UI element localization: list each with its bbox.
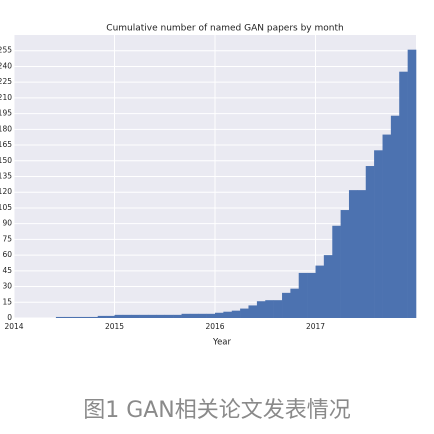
bar xyxy=(256,301,266,318)
bar xyxy=(374,150,383,318)
bar xyxy=(97,315,107,318)
y-tick-label: 60 xyxy=(2,250,12,259)
bar xyxy=(131,314,140,318)
y-tick-label: 105 xyxy=(0,203,12,212)
y-tick-label: 180 xyxy=(0,124,12,133)
y-tick-label: 240 xyxy=(0,61,12,70)
y-tick-label: 75 xyxy=(2,234,12,243)
bar xyxy=(240,308,249,318)
x-axis-label: Year xyxy=(212,338,232,348)
y-tick-label: 15 xyxy=(2,297,12,306)
y-tick-label: 165 xyxy=(0,140,12,149)
bar xyxy=(223,311,233,318)
bar xyxy=(282,292,291,318)
bar xyxy=(382,134,392,318)
y-tick-label: 255 xyxy=(0,46,12,55)
bar xyxy=(64,316,73,318)
bar xyxy=(248,305,258,318)
bar xyxy=(290,288,300,318)
bar xyxy=(122,314,132,318)
bar xyxy=(348,190,358,318)
x-tick-label: 2016 xyxy=(205,322,224,331)
y-tick-label: 30 xyxy=(2,282,12,291)
y-tick-label: 90 xyxy=(2,219,12,228)
bar xyxy=(399,71,408,319)
bar xyxy=(89,316,99,318)
bar xyxy=(298,272,308,318)
bar xyxy=(147,314,157,318)
bar xyxy=(390,115,400,319)
bar xyxy=(106,315,115,318)
bar xyxy=(323,255,333,318)
bar xyxy=(357,190,367,318)
y-tick-label: 45 xyxy=(2,266,12,275)
chart-title: Cumulative number of named GAN papers by… xyxy=(106,24,343,34)
x-tick-label: 2015 xyxy=(105,322,124,331)
y-tick-label: 210 xyxy=(0,93,12,102)
x-tick-label: 2017 xyxy=(306,322,325,331)
bar xyxy=(206,313,216,318)
bar xyxy=(340,210,350,318)
bar xyxy=(81,316,90,318)
y-tick-label: 0 xyxy=(7,313,12,322)
bar xyxy=(114,314,124,318)
bar xyxy=(407,49,417,318)
bar xyxy=(332,225,341,318)
bar xyxy=(231,310,241,318)
y-tick-label: 120 xyxy=(0,187,12,196)
bar xyxy=(181,313,191,318)
y-tick-label: 135 xyxy=(0,172,12,181)
bar xyxy=(315,265,325,318)
bar xyxy=(189,313,199,318)
bar xyxy=(173,314,182,318)
bar xyxy=(273,300,283,318)
caption: 图1 GAN相关论文发表情况 xyxy=(83,398,351,423)
bar xyxy=(215,312,224,318)
y-tick-label: 225 xyxy=(0,77,12,86)
bar xyxy=(72,316,82,318)
y-tick-label: 195 xyxy=(0,109,12,118)
bar xyxy=(164,314,174,318)
x-tick-label: 2014 xyxy=(4,322,23,331)
bar xyxy=(55,316,65,318)
bar xyxy=(139,314,149,318)
y-tick-label: 150 xyxy=(0,156,12,165)
bar xyxy=(156,314,166,318)
bar xyxy=(265,300,274,318)
bar xyxy=(307,272,316,318)
bar xyxy=(365,166,375,318)
bar xyxy=(198,313,207,318)
